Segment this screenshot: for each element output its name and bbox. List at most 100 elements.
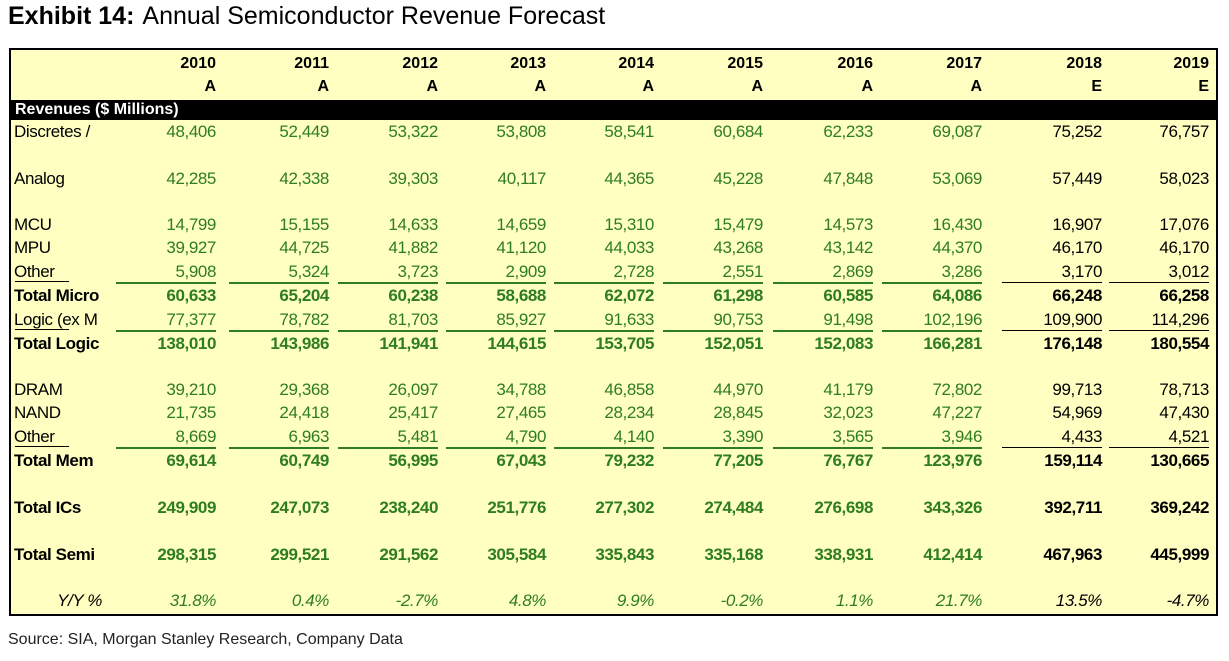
table-cell: 44,370 bbox=[932, 238, 982, 257]
table-cell: 28,234 bbox=[604, 403, 654, 422]
table-cell: 102,196 bbox=[923, 310, 982, 329]
table-cell: 90,753 bbox=[713, 310, 763, 329]
cell-underline bbox=[229, 330, 329, 332]
table-cell: 41,179 bbox=[823, 380, 873, 399]
table-cell: 72,802 bbox=[932, 380, 982, 399]
table-cell: 67,043 bbox=[496, 451, 546, 470]
table-cell: 44,033 bbox=[604, 238, 654, 257]
table-cell: 62,072 bbox=[604, 286, 654, 305]
cell-underline bbox=[1109, 447, 1209, 448]
table-cell: 3,565 bbox=[832, 427, 873, 446]
table-cell: 130,665 bbox=[1150, 451, 1209, 470]
table-cell: 176,148 bbox=[1043, 334, 1102, 353]
table-cell: 15,310 bbox=[604, 215, 654, 234]
table-cell: 42,285 bbox=[166, 169, 216, 188]
table-cell: 5,324 bbox=[288, 262, 329, 281]
table-cell: 39,927 bbox=[166, 238, 216, 257]
row-label: Other bbox=[14, 262, 55, 281]
exhibit-number: Exhibit 14: bbox=[8, 2, 135, 30]
table-cell: 47,848 bbox=[823, 169, 873, 188]
year-header: 2018 bbox=[1066, 55, 1102, 72]
actual-estimate-flag: A bbox=[970, 78, 982, 95]
table-cell: 0.4% bbox=[291, 591, 330, 610]
table-cell: 14,799 bbox=[166, 215, 216, 234]
table-cell: 249,909 bbox=[157, 498, 216, 517]
cell-underline bbox=[554, 447, 654, 449]
year-header: 2014 bbox=[618, 55, 654, 72]
actual-estimate-flag: A bbox=[204, 78, 216, 95]
table-cell: 8,669 bbox=[175, 427, 216, 446]
cell-underline bbox=[1109, 282, 1209, 283]
table-cell: 276,698 bbox=[814, 498, 873, 517]
revenue-table: 2010 2011 2012 2013 2014 2015 2016 2017 2018 2019… bbox=[9, 48, 1218, 616]
cell-underline bbox=[1002, 330, 1102, 331]
row-label: Y/Y % bbox=[57, 591, 102, 610]
table-cell: 114,296 bbox=[1151, 310, 1210, 329]
cell-underline bbox=[554, 330, 654, 332]
table-cell: 3,723 bbox=[397, 262, 438, 281]
table-cell: 4.8% bbox=[508, 591, 547, 610]
exhibit-subtitle: Annual Semiconductor Revenue Forecast bbox=[142, 2, 606, 30]
cell-underline bbox=[773, 447, 873, 449]
table-cell: 79,232 bbox=[604, 451, 654, 470]
table-cell: 2,728 bbox=[613, 262, 654, 281]
cell-underline bbox=[1109, 330, 1209, 331]
label-underline bbox=[15, 281, 69, 282]
section-header-band: Revenues ($ Millions) bbox=[11, 100, 1216, 120]
table-cell: 48,406 bbox=[166, 122, 216, 141]
table-cell: 40,117 bbox=[497, 169, 547, 188]
table-cell: 81,703 bbox=[388, 310, 438, 329]
table-cell: 77,205 bbox=[713, 451, 763, 470]
table-cell: 343,326 bbox=[923, 498, 982, 517]
table-cell: 39,303 bbox=[388, 169, 438, 188]
table-cell: 1.1% bbox=[835, 591, 874, 610]
cell-underline bbox=[663, 330, 763, 332]
table-cell: 69,087 bbox=[932, 122, 982, 141]
table-cell: 299,521 bbox=[270, 545, 329, 564]
actual-estimate-flag: A bbox=[426, 78, 438, 95]
table-cell: 14,573 bbox=[823, 215, 873, 234]
cell-underline bbox=[116, 330, 216, 332]
table-cell: 66,258 bbox=[1159, 286, 1209, 305]
table-cell: 24,418 bbox=[279, 403, 329, 422]
table-cell: 2,551 bbox=[722, 262, 763, 281]
table-cell: 69,614 bbox=[166, 451, 216, 470]
table-cell: 298,315 bbox=[157, 545, 216, 564]
table-cell: 2,869 bbox=[832, 262, 873, 281]
year-header: 2015 bbox=[727, 55, 763, 72]
cell-underline bbox=[338, 282, 438, 284]
table-cell: 291,562 bbox=[379, 545, 438, 564]
table-cell: 27,465 bbox=[496, 403, 546, 422]
cell-underline bbox=[663, 282, 763, 284]
row-label: Total Semi bbox=[14, 545, 95, 564]
cell-underline bbox=[116, 282, 216, 284]
table-cell: -2.7% bbox=[395, 591, 439, 610]
year-header: 2017 bbox=[946, 55, 982, 72]
table-cell: 16,430 bbox=[932, 215, 982, 234]
table-cell: 305,584 bbox=[487, 545, 546, 564]
cell-underline bbox=[338, 330, 438, 332]
table-cell: 62,233 bbox=[823, 122, 873, 141]
table-cell: 3,170 bbox=[1061, 262, 1102, 281]
table-cell: 14,633 bbox=[388, 215, 438, 234]
cell-underline bbox=[882, 282, 982, 284]
year-header: 2011 bbox=[294, 55, 329, 72]
table-cell: 44,970 bbox=[713, 380, 763, 399]
table-cell: 66,248 bbox=[1052, 286, 1102, 305]
table-cell: 335,168 bbox=[704, 545, 763, 564]
row-label: DRAM bbox=[14, 380, 63, 399]
table-cell: 46,858 bbox=[604, 380, 654, 399]
table-cell: 41,882 bbox=[388, 238, 438, 257]
table-cell: -4.7% bbox=[1166, 591, 1210, 610]
cell-underline bbox=[554, 282, 654, 284]
table-cell: 58,688 bbox=[496, 286, 546, 305]
table-cell: 54,969 bbox=[1052, 403, 1102, 422]
table-cell: 144,615 bbox=[487, 334, 546, 353]
cell-underline bbox=[1002, 447, 1102, 448]
cell-underline bbox=[773, 330, 873, 332]
row-label: Logic (ex M bbox=[14, 310, 98, 329]
table-cell: 75,252 bbox=[1052, 122, 1102, 141]
table-cell: 60,585 bbox=[823, 286, 873, 305]
table-cell: 166,281 bbox=[923, 334, 982, 353]
table-cell: 44,725 bbox=[279, 238, 329, 257]
